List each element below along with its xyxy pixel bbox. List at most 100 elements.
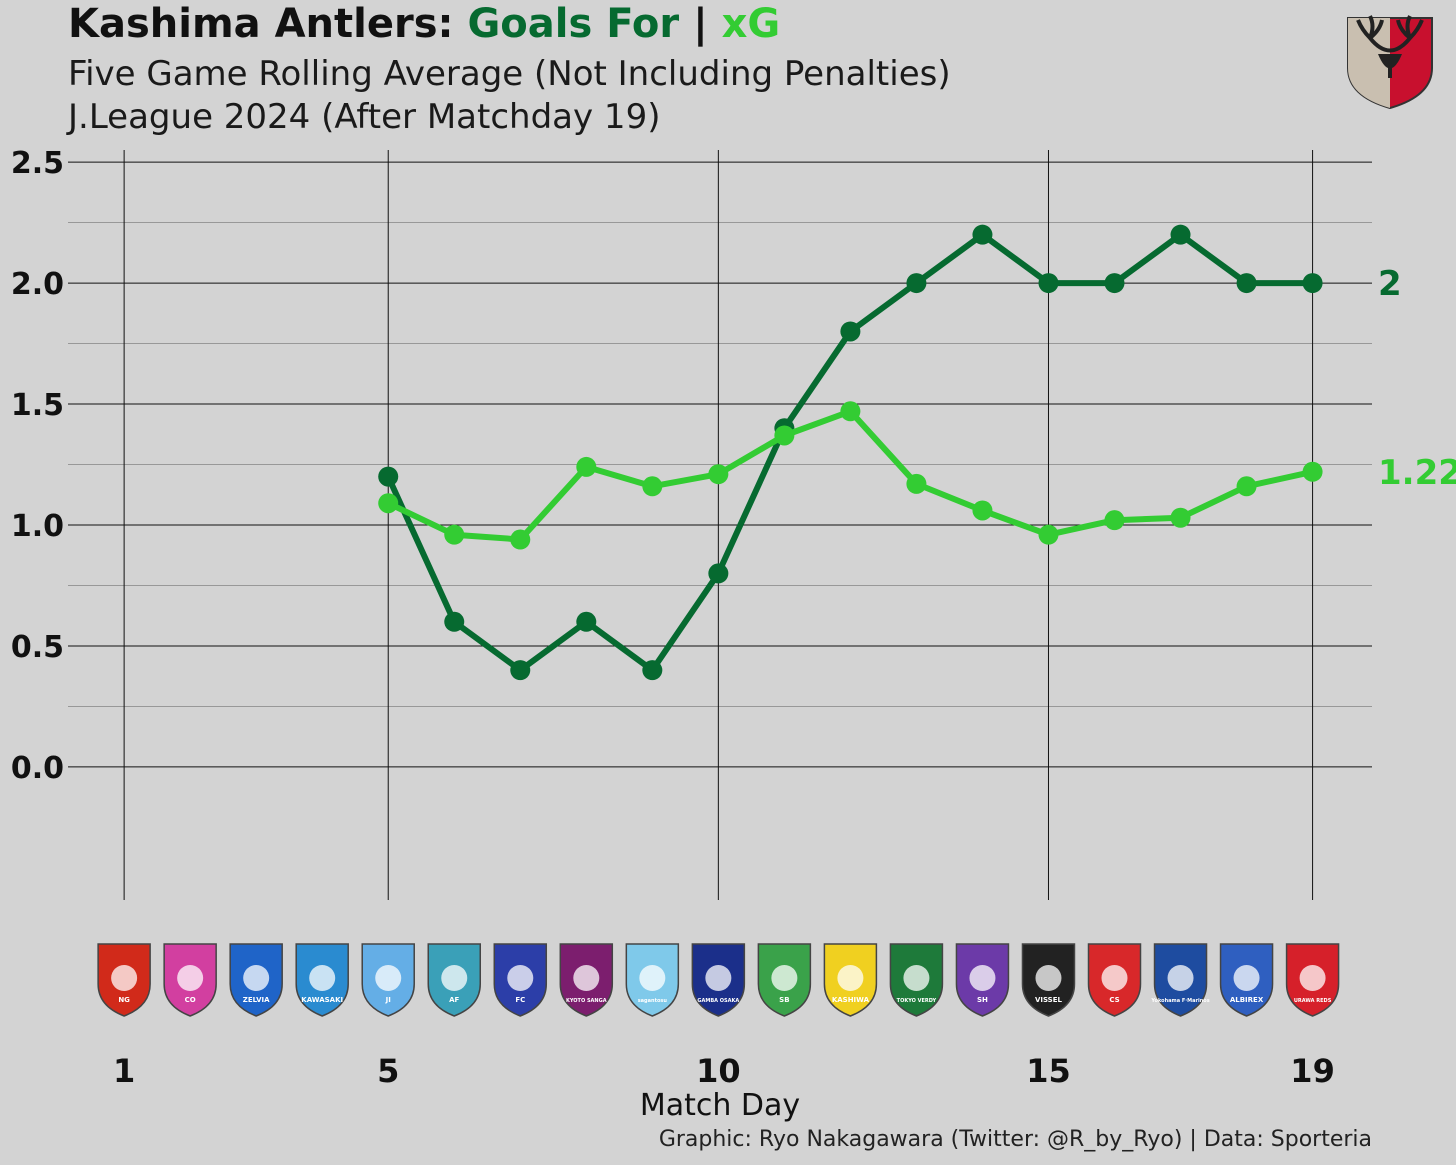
- badge-emblem: [639, 965, 666, 991]
- kashima-antlers-crest-icon: [1347, 15, 1433, 110]
- data-point-xg: [708, 464, 729, 485]
- data-point-goals-for: [708, 563, 729, 584]
- x-tick-label: 5: [377, 1052, 399, 1090]
- badge-text: VISSEL: [1035, 996, 1063, 1004]
- badge-text: AF: [449, 996, 459, 1004]
- badge-emblem: [507, 965, 534, 991]
- data-point-goals-for: [840, 321, 861, 342]
- data-point-xg: [1104, 510, 1125, 531]
- y-tick-label: 1.0: [11, 509, 64, 544]
- badge-text: URAWA REDS: [1294, 998, 1332, 1004]
- data-point-goals-for: [510, 660, 531, 681]
- data-point-goals-for: [1038, 273, 1059, 294]
- badge-text: KYOTO SANGA: [566, 998, 607, 1004]
- opponent-badge-icon: KYOTO SANGA: [559, 943, 614, 1017]
- badge-emblem: [1167, 965, 1194, 991]
- opponent-badge-icon: FC: [493, 943, 548, 1017]
- badge-emblem: [1233, 965, 1260, 991]
- data-point-xg: [1170, 507, 1191, 528]
- badge-text: SB: [779, 996, 789, 1004]
- badge-emblem: [309, 965, 336, 991]
- opponent-badge-icon: TOKYO VERDY: [889, 943, 944, 1017]
- badge-emblem: [177, 965, 204, 991]
- opponent-badge-icon: CO: [163, 943, 217, 1017]
- opponent-badge-icon: GAMBA OSAKA: [691, 943, 746, 1017]
- x-tick-label: 15: [1026, 1052, 1071, 1090]
- badge-text: CS: [1109, 996, 1119, 1004]
- badge-text: sagantosu: [638, 998, 668, 1004]
- x-tick-label: 19: [1290, 1052, 1335, 1090]
- badge-emblem: [375, 965, 402, 991]
- data-point-goals-for: [1302, 273, 1323, 294]
- badge-text: JI: [385, 996, 391, 1004]
- chart-subtitle-1: Five Game Rolling Average (Not Including…: [68, 54, 951, 94]
- badge-emblem: [243, 965, 270, 991]
- opponent-badge-icon: VISSEL: [1021, 943, 1076, 1017]
- badge-text: ZELVIA: [243, 996, 270, 1004]
- data-point-xg: [510, 529, 531, 550]
- data-point-xg: [1302, 461, 1323, 482]
- title-team: Kashima Antlers:: [68, 1, 454, 47]
- badge-text: ALBIREX: [1230, 996, 1264, 1004]
- opponent-badge-icon: SH: [955, 943, 1010, 1017]
- data-point-goals-for: [576, 611, 597, 632]
- data-point-goals-for: [642, 660, 663, 681]
- chart-subtitle-2: J.League 2024 (After Matchday 19): [68, 97, 661, 137]
- opponent-badge-icon: sagantosu: [625, 943, 680, 1017]
- badge-emblem: [1035, 965, 1062, 991]
- data-point-xg: [972, 500, 993, 521]
- data-point-goals-for: [1104, 273, 1125, 294]
- data-point-xg: [1236, 476, 1257, 497]
- end-label-goals-for: 2: [1378, 264, 1402, 304]
- end-label-xg: 1.22: [1378, 453, 1456, 493]
- badge-text: CO: [185, 996, 196, 1004]
- credit-text: Graphic: Ryo Nakagawara (Twitter: @R_by_…: [658, 1127, 1372, 1152]
- data-point-goals-for: [378, 466, 399, 487]
- badge-emblem: [111, 965, 138, 991]
- series-line-goals-for: [385, 231, 1316, 674]
- data-point-xg: [576, 456, 597, 477]
- x-tick-label: 10: [696, 1052, 741, 1090]
- opponent-badge-icon: KAWASAKI: [295, 943, 349, 1017]
- opponent-badge-icon: ZELVIA: [229, 943, 283, 1017]
- badge-emblem: [573, 965, 600, 991]
- data-point-xg: [840, 401, 861, 422]
- data-point-xg: [774, 425, 795, 446]
- title-goals-for: Goals For: [467, 1, 680, 47]
- title-xg: xG: [721, 1, 781, 47]
- data-point-goals-for: [1170, 224, 1191, 245]
- badge-text: GAMBA OSAKA: [697, 998, 739, 1004]
- opponent-badge-icon: JI: [361, 943, 415, 1017]
- x-tick-label: 1: [113, 1052, 135, 1090]
- opponent-badge-icon: ALBIREX: [1219, 943, 1274, 1017]
- chart-title: Kashima Antlers: Goals For | xG: [68, 0, 780, 48]
- badge-text: NG: [118, 996, 130, 1004]
- badge-emblem: [837, 965, 864, 991]
- badge-text: Yokohama F·Marinos: [1150, 998, 1209, 1004]
- title-separator: |: [693, 1, 708, 47]
- badge-emblem: [903, 965, 930, 991]
- x-axis-label: Match Day: [639, 1088, 801, 1123]
- badge-text: SH: [977, 996, 988, 1004]
- data-point-xg: [1038, 524, 1059, 545]
- badge-emblem: [1101, 965, 1128, 991]
- badge-emblem: [1299, 965, 1326, 991]
- badge-text: TOKYO VERDY: [897, 998, 937, 1004]
- y-tick-label: 0.5: [11, 630, 64, 665]
- data-point-goals-for: [906, 273, 927, 294]
- opponent-badge-icon: KASHIWA: [823, 943, 878, 1017]
- badge-emblem: [771, 965, 798, 991]
- opponent-badge-icon: NG: [97, 943, 151, 1017]
- badge-emblem: [969, 965, 996, 991]
- y-tick-label: 0.0: [11, 751, 64, 786]
- data-point-xg: [378, 493, 399, 514]
- opponent-badge-icon: AF: [427, 943, 481, 1017]
- data-point-xg: [906, 473, 927, 494]
- data-point-xg: [444, 524, 465, 545]
- data-point-xg: [642, 476, 663, 497]
- y-tick-label: 2.5: [11, 146, 64, 181]
- badge-text: KASHIWA: [832, 996, 870, 1004]
- opponent-badge-icon: CS: [1087, 943, 1142, 1017]
- badge-text: FC: [515, 996, 525, 1004]
